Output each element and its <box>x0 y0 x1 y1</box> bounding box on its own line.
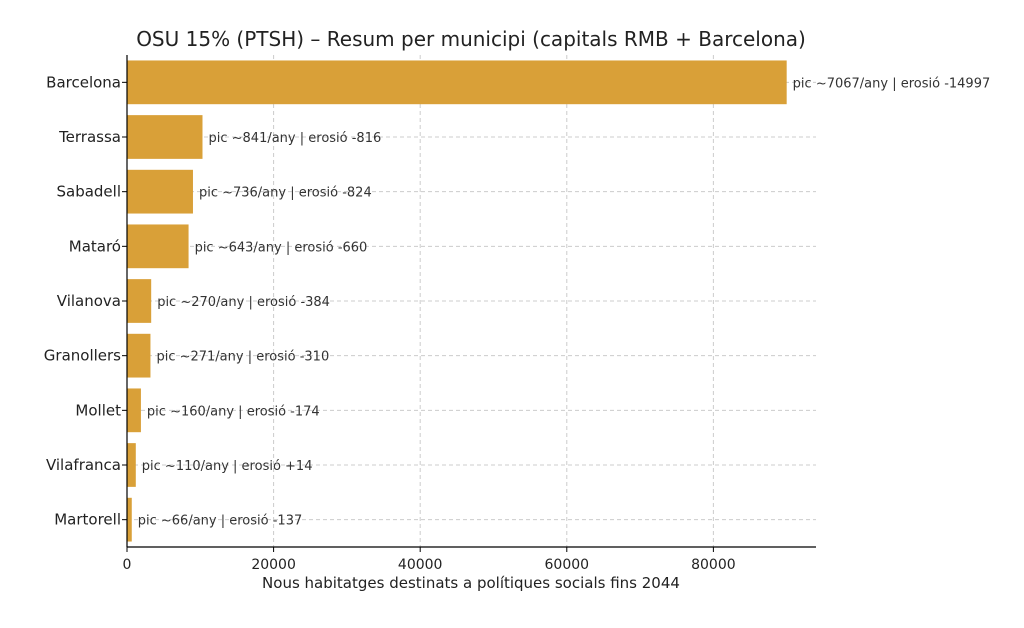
x-tick-label: 80000 <box>691 557 736 573</box>
chart-title: OSU 15% (PTSH) – Resum per municipi (cap… <box>136 27 806 51</box>
y-tick-label: Vilanova <box>57 292 121 310</box>
data-labels: pic ~7067/any | erosió -14997 pic ~841/an… <box>138 76 990 528</box>
y-tick-label: Barcelona <box>46 73 121 91</box>
bar-vilafranca <box>127 443 136 487</box>
y-tick-label: Mataró <box>69 237 121 255</box>
x-tick-label: 60000 <box>545 557 590 573</box>
y-tick-label: Martorell <box>54 511 121 529</box>
bar-annotation: pic ~643/any | erosió -660 <box>195 240 368 255</box>
x-tick-label: 20000 <box>251 557 296 573</box>
bar-annotation: pic ~736/any | erosió -824 <box>199 186 372 201</box>
bars <box>127 60 787 542</box>
bar-annotation: pic ~160/any | erosió -174 <box>147 404 320 419</box>
bar-vilanova <box>127 279 152 323</box>
bar-annotation: pic ~271/any | erosió -310 <box>156 350 329 365</box>
bar-annotation: pic ~7067/any | erosió -14997 <box>793 76 991 91</box>
bar-terrassa <box>127 115 203 159</box>
bar-barcelona <box>127 60 787 105</box>
y-tick-labels: Barcelona Terrassa Sabadell Mataró Vilanova G… <box>44 73 127 529</box>
bar-martorell <box>127 497 132 542</box>
bar-annotation: pic ~110/any | erosió +14 <box>142 459 313 474</box>
bar-sabadell <box>127 169 193 214</box>
bar-granollers <box>127 333 151 378</box>
x-tick-labels: 0 20000 40000 60000 80000 <box>123 547 736 573</box>
y-tick-label: Mollet <box>75 401 121 419</box>
x-tick-label: 0 <box>123 557 132 573</box>
bar-annotation: pic ~841/any | erosió -816 <box>208 131 381 146</box>
y-tick-label: Vilafranca <box>46 456 121 474</box>
x-axis-label: Nous habitatges destinats a polítiques s… <box>262 574 680 592</box>
y-tick-label: Sabadell <box>56 183 121 201</box>
bar-annotation: pic ~66/any | erosió -137 <box>138 514 302 529</box>
x-tick-label: 40000 <box>398 557 443 573</box>
y-tick-label: Terrassa <box>58 128 121 146</box>
bar-annotation: pic ~270/any | erosió -384 <box>157 295 330 310</box>
bar-mollet <box>127 388 141 433</box>
y-tick-label: Granollers <box>44 347 121 365</box>
bar-matar <box>127 224 189 269</box>
